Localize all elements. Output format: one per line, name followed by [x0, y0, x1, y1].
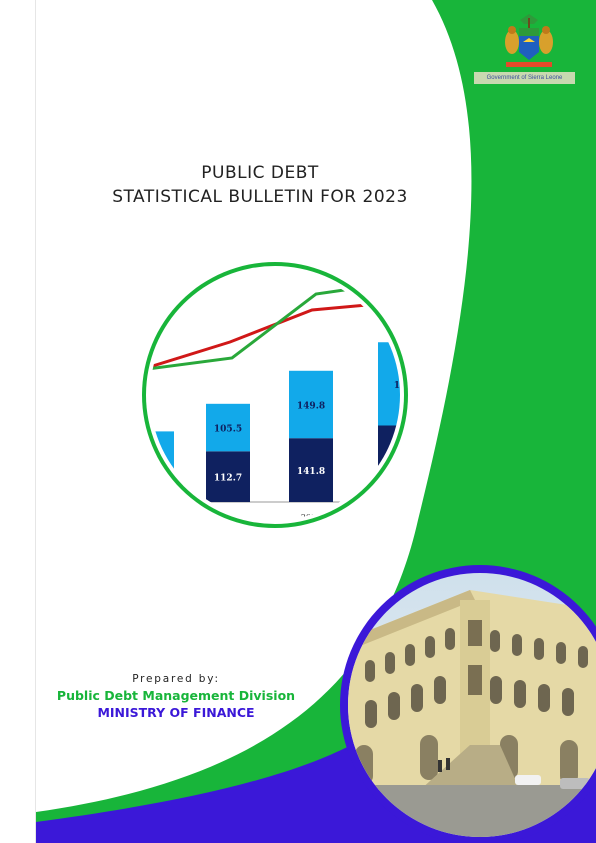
sierra-leone-coat-of-arms-icon — [505, 14, 553, 67]
document-title-line-2: STATISTICAL BULLETIN FOR 2023 — [112, 187, 408, 207]
legend-external-debt: External D — [284, 531, 328, 540]
label-domestic-2018: 2 — [149, 483, 155, 493]
label-domestic-2021: 170 — [391, 461, 410, 471]
legend-domestic-debt: estic Debt — [172, 531, 214, 540]
label-external-2019: 105.5 — [214, 425, 242, 435]
bar-domestic-2020 — [289, 438, 333, 502]
external-debt-line — [150, 300, 400, 372]
ministry-name: MINISTRY OF FINANCE — [97, 705, 255, 720]
label-domestic-2019: 112.7 — [214, 474, 242, 484]
ministry-building-photo — [340, 565, 596, 843]
prepared-by-label: Prepared by: — [132, 673, 220, 685]
bar-external-2021 — [378, 342, 400, 426]
label-external-2021: 18 — [394, 381, 407, 391]
bar-domestic-2019 — [206, 451, 250, 502]
division-name: Public Debt Management Division — [56, 688, 296, 703]
bar-external-2020 — [289, 370, 333, 439]
left-margin-rule — [35, 0, 36, 843]
chart-legend: estic Debt External D — [172, 531, 328, 540]
document-title-line-1: PUBLIC DEBT — [201, 163, 319, 183]
label-external-2020: 149.8 — [297, 401, 325, 411]
bar-domestic-2018 — [150, 470, 174, 502]
emblem-caption: Government of Sierra Leone — [474, 72, 575, 84]
bar-external-2019 — [206, 403, 250, 452]
label-domestic-2020: 141.8 — [297, 467, 325, 477]
